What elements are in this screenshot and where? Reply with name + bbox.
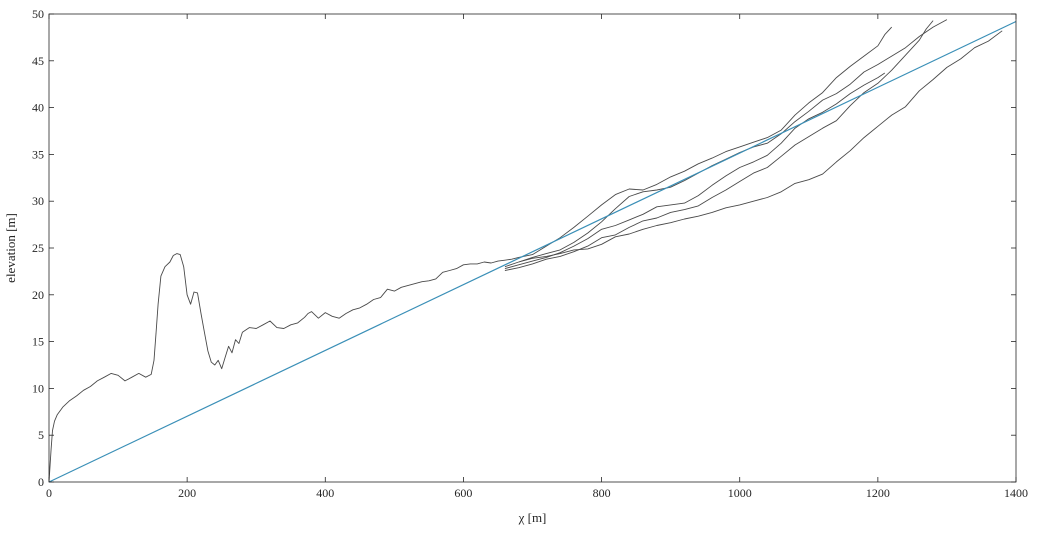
profile-line-3 xyxy=(504,20,934,271)
x-tick-label: 600 xyxy=(454,486,472,500)
x-tick-label: 1400 xyxy=(1004,486,1028,500)
fit-line xyxy=(48,20,1017,483)
y-tick-label: 10 xyxy=(32,381,44,395)
profile-line-5 xyxy=(518,30,1003,263)
plot-lines xyxy=(48,19,1017,483)
y-tick-label: 20 xyxy=(32,288,44,302)
x-tick-label: 1000 xyxy=(728,486,752,500)
profile-line-4 xyxy=(504,72,886,270)
y-tick-label: 45 xyxy=(32,54,44,68)
y-tick-label: 0 xyxy=(38,475,44,489)
x-tick-label: 800 xyxy=(593,486,611,500)
axes-box xyxy=(48,13,1017,483)
y-tick-label: 5 xyxy=(38,428,44,442)
x-axis-label: χ [m] xyxy=(518,510,547,525)
y-tick-label: 40 xyxy=(32,101,44,115)
x-tick-label: 0 xyxy=(46,486,52,500)
axes xyxy=(48,13,1017,483)
y-tick-label: 50 xyxy=(32,7,44,21)
profile-line-1 xyxy=(48,26,893,483)
x-tick-label: 400 xyxy=(316,486,334,500)
x-tick-label: 1200 xyxy=(866,486,890,500)
x-tick-label: 200 xyxy=(178,486,196,500)
y-tick-label: 30 xyxy=(32,194,44,208)
y-axis-label: elevation [m] xyxy=(3,213,18,283)
y-tick-label: 25 xyxy=(32,241,44,255)
y-tick-label: 35 xyxy=(32,147,44,161)
y-tick-label: 15 xyxy=(32,335,44,349)
tick-labels: 0 200 400 600 800 1000 1200 1400 0 5 10 15 20 25 30 35 4… xyxy=(32,7,1028,500)
